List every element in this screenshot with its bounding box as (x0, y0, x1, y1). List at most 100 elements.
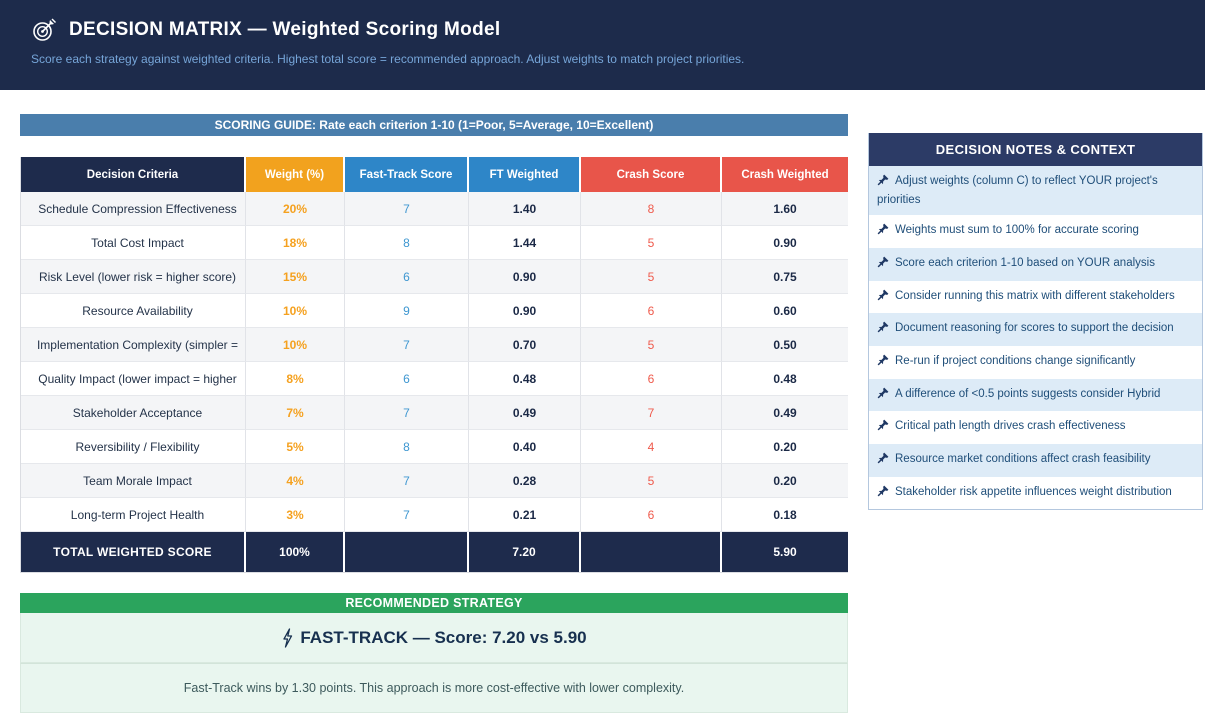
column-header-ft-weighted: FT Weighted (469, 157, 581, 192)
crash-score-cell[interactable]: 7 (581, 396, 722, 430)
crash-score-cell[interactable]: 5 (581, 226, 722, 260)
criteria-cell: Risk Level (lower risk = higher score) (21, 260, 246, 294)
crash-weighted-cell: 0.90 (722, 226, 848, 260)
crash-weighted-cell: 0.49 (722, 396, 848, 430)
note-text: Re-run if project conditions change sign… (895, 355, 1136, 368)
crash-weighted-cell: 0.75 (722, 260, 848, 294)
ft-score-cell[interactable]: 8 (345, 430, 469, 464)
recommendation-detail: Fast-Track wins by 1.30 points. This app… (183, 681, 685, 695)
total-weighted-score-row: TOTAL WEIGHTED SCORE 100% 7.20 5.90 (21, 532, 848, 572)
crash-weighted-cell: 1.60 (722, 192, 848, 226)
crash-score-cell[interactable]: 6 (581, 362, 722, 396)
weight-cell[interactable]: 5% (246, 430, 345, 464)
weight-cell[interactable]: 18% (246, 226, 345, 260)
ft-weighted-cell: 1.44 (469, 226, 581, 260)
target-dart-icon (31, 17, 57, 43)
scoring-guide-banner: SCORING GUIDE: Rate each criterion 1-10 … (20, 114, 848, 136)
weight-cell[interactable]: 20% (246, 192, 345, 226)
criteria-cell: Quality Impact (lower impact = higher (21, 362, 246, 396)
note-text: Adjust weights (column C) to reflect YOU… (877, 175, 1158, 206)
total-ft-score-empty (345, 532, 469, 572)
app-header: DECISION MATRIX — Weighted Scoring Model… (0, 0, 1205, 90)
column-header-crash-weighted: Crash Weighted (722, 157, 848, 192)
weight-cell[interactable]: 10% (246, 294, 345, 328)
crash-weighted-cell: 0.48 (722, 362, 848, 396)
table-row: Total Cost Impact 18% 8 1.44 5 0.90 (21, 226, 848, 260)
note-item: Re-run if project conditions change sign… (869, 346, 1202, 379)
recommendation-headline: FAST-TRACK — Score: 7.20 vs 5.90 (300, 627, 587, 647)
decision-matrix-table: Decision Criteria Weight (%) Fast-Track Sc… (21, 157, 848, 572)
table-row: Schedule Compression Effectiveness 20% 7 1.… (21, 192, 848, 226)
ft-score-cell[interactable]: 6 (345, 362, 469, 396)
table-row: Reversibility / Flexibility 5% 8 0.40 4 0.20 (21, 430, 848, 464)
weight-cell[interactable]: 8% (246, 362, 345, 396)
total-weight: 100% (246, 532, 345, 572)
pushpin-icon (877, 354, 889, 372)
note-item: Consider running this matrix with differ… (869, 281, 1202, 314)
notes-panel-title: DECISION NOTES & CONTEXT (869, 133, 1202, 166)
crash-weighted-cell: 0.20 (722, 430, 848, 464)
note-text: Consider running this matrix with differ… (895, 289, 1175, 302)
total-crash-weighted: 5.90 (722, 532, 848, 572)
ft-weighted-cell: 0.90 (469, 294, 581, 328)
crash-score-cell[interactable]: 6 (581, 498, 722, 532)
pushpin-icon (877, 485, 889, 503)
ft-weighted-cell: 0.48 (469, 362, 581, 396)
total-ft-weighted: 7.20 (469, 532, 581, 572)
note-item: Stakeholder risk appetite influences wei… (869, 477, 1202, 510)
note-text: Document reasoning for scores to support… (895, 322, 1174, 335)
matrix-column: SCORING GUIDE: Rate each criterion 1-10 … (20, 90, 848, 713)
ft-score-cell[interactable]: 7 (345, 498, 469, 532)
criteria-cell: Reversibility / Flexibility (21, 430, 246, 464)
criteria-cell: Schedule Compression Effectiveness (21, 192, 246, 226)
weight-cell[interactable]: 3% (246, 498, 345, 532)
table-row: Implementation Complexity (simpler = 10% 7… (21, 328, 848, 362)
total-crash-score-empty (581, 532, 722, 572)
weight-cell[interactable]: 15% (246, 260, 345, 294)
crash-score-cell[interactable]: 4 (581, 430, 722, 464)
note-item: Score each criterion 1-10 based on YOUR … (869, 248, 1202, 281)
criteria-cell: Stakeholder Acceptance (21, 396, 246, 430)
ft-weighted-cell: 0.40 (469, 430, 581, 464)
page-subtitle: Score each strategy against weighted cri… (31, 52, 745, 66)
note-text: Score each criterion 1-10 based on YOUR … (895, 257, 1155, 270)
crash-score-cell[interactable]: 5 (581, 464, 722, 498)
weight-cell[interactable]: 4% (246, 464, 345, 498)
ft-weighted-cell: 1.40 (469, 192, 581, 226)
criteria-cell: Long-term Project Health (21, 498, 246, 532)
table-row: Risk Level (lower risk = higher score) 15… (21, 260, 848, 294)
criteria-cell: Total Cost Impact (21, 226, 246, 260)
note-item: Critical path length drives crash effect… (869, 411, 1202, 444)
ft-score-cell[interactable]: 7 (345, 396, 469, 430)
ft-weighted-cell: 0.70 (469, 328, 581, 362)
pushpin-icon (877, 256, 889, 274)
note-text: Stakeholder risk appetite influences wei… (895, 485, 1172, 498)
pushpin-icon (877, 419, 889, 437)
crash-score-cell[interactable]: 6 (581, 294, 722, 328)
pushpin-icon (877, 289, 889, 307)
note-text: Critical path length drives crash effect… (895, 420, 1126, 433)
ft-score-cell[interactable]: 9 (345, 294, 469, 328)
note-text: Weights must sum to 100% for accurate sc… (895, 224, 1139, 237)
table-row: Long-term Project Health 3% 7 0.21 6 0.18 (21, 498, 848, 532)
table-row: Stakeholder Acceptance 7% 7 0.49 7 0.49 (21, 396, 848, 430)
note-text: A difference of <0.5 points suggests con… (895, 387, 1161, 400)
note-item: Document reasoning for scores to support… (869, 313, 1202, 347)
ft-score-cell[interactable]: 7 (345, 192, 469, 226)
weight-cell[interactable]: 10% (246, 328, 345, 362)
crash-weighted-cell: 0.18 (722, 498, 848, 532)
ft-weighted-cell: 0.49 (469, 396, 581, 430)
ft-score-cell[interactable]: 6 (345, 260, 469, 294)
ft-score-cell[interactable]: 7 (345, 328, 469, 362)
ft-score-cell[interactable]: 8 (345, 226, 469, 260)
pushpin-icon (877, 387, 889, 405)
decision-matrix-table-wrap: Decision Criteria Weight (%) Fast-Track Sc… (20, 157, 848, 573)
ft-score-cell[interactable]: 7 (345, 464, 469, 498)
crash-score-cell[interactable]: 5 (581, 260, 722, 294)
crash-score-cell[interactable]: 5 (581, 328, 722, 362)
crash-weighted-cell: 0.50 (722, 328, 848, 362)
column-header-fast-track-score: Fast-Track Score (345, 157, 469, 192)
pushpin-icon (877, 174, 889, 192)
crash-score-cell[interactable]: 8 (581, 192, 722, 226)
weight-cell[interactable]: 7% (246, 396, 345, 430)
